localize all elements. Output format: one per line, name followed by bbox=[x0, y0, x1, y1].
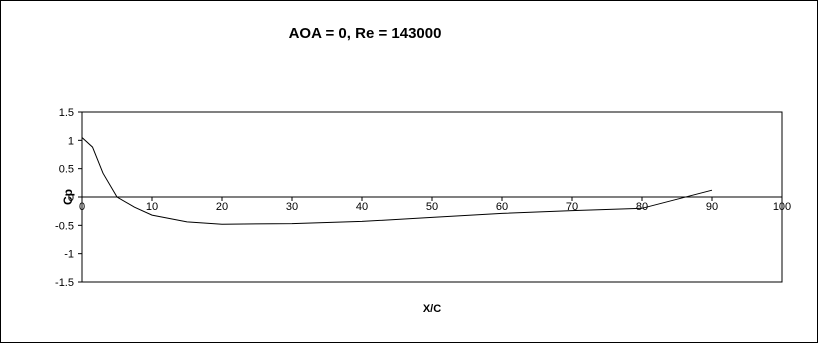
x-tick-label: 80 bbox=[636, 201, 648, 213]
y-axis-label: Cp bbox=[61, 189, 75, 205]
x-tick-label: 90 bbox=[706, 201, 718, 213]
chart-title: AOA = 0, Re = 143000 bbox=[289, 25, 442, 42]
x-tick-label: 10 bbox=[146, 201, 158, 213]
x-axis: 0 10 20 30 40 50 60 70 80 90 100 bbox=[79, 196, 791, 213]
y-tick-label: -1 bbox=[64, 249, 74, 261]
x-tick-label: 0 bbox=[79, 201, 85, 213]
y-tick-label: 0.5 bbox=[59, 164, 74, 176]
y-tick-label: -1.5 bbox=[55, 277, 74, 289]
x-tick-label: 60 bbox=[496, 201, 508, 213]
y-tick-label: 1 bbox=[68, 135, 74, 147]
x-axis-label: X/C bbox=[423, 303, 441, 315]
x-tick-label: 40 bbox=[356, 201, 368, 213]
y-axis: 1.5 1 0.5 0 -0.5 -1 -1.5 bbox=[55, 107, 82, 289]
x-tick-label: 30 bbox=[286, 201, 298, 213]
x-tick-label: 50 bbox=[426, 201, 438, 213]
y-tick-label: 1.5 bbox=[59, 107, 74, 119]
y-tick-label: 0 bbox=[68, 192, 74, 204]
cp-series-line bbox=[81, 137, 713, 225]
series-layer bbox=[81, 137, 713, 225]
x-tick-label: 20 bbox=[216, 201, 228, 213]
x-tick-label: 100 bbox=[773, 201, 791, 213]
y-tick-label: -0.5 bbox=[55, 220, 74, 232]
